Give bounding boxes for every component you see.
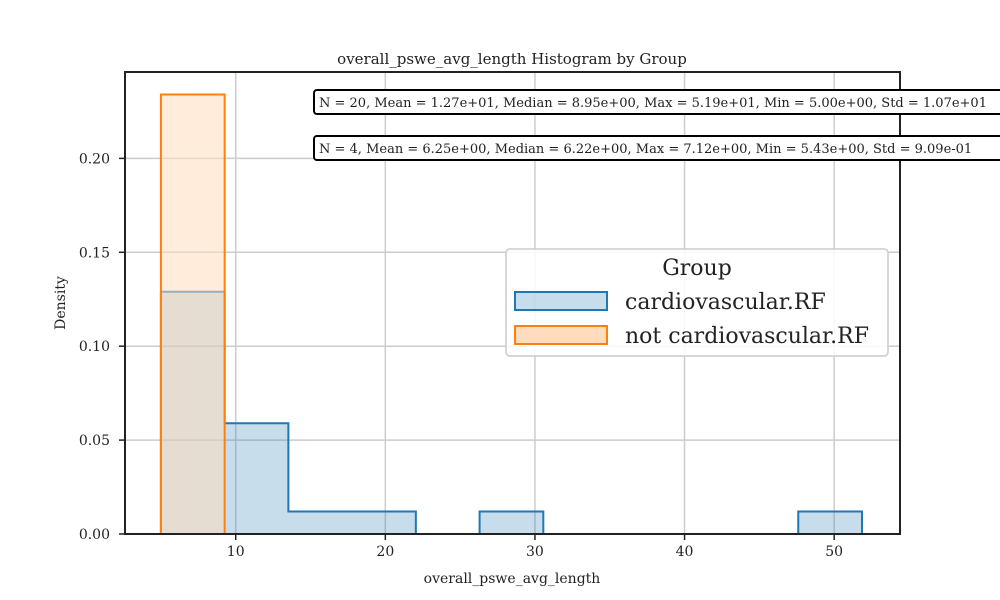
x-tick-label-0: 10 (227, 544, 245, 560)
bar-0-10 (798, 511, 862, 534)
y-tick-label-4: 0.20 (79, 151, 110, 167)
legend-label-not-cardiovascular: not cardiovascular.RF (625, 324, 869, 349)
stats-text-not-cardiovascular: N = 4, Mean = 6.25e+00, Median = 6.22e+0… (319, 142, 972, 157)
legend-swatch-cardiovascular (514, 291, 608, 311)
stats-text-cardiovascular: N = 20, Mean = 1.27e+01, Median = 8.95e+… (319, 96, 987, 111)
series-1 (159, 93, 226, 534)
bar-0-2 (288, 511, 353, 534)
outline-1 (159, 93, 226, 534)
x-tick-label-4: 50 (825, 544, 843, 560)
y-axis-title: Density (53, 276, 69, 330)
stats-box-cardiovascular (313, 89, 1000, 115)
bar-0-3 (352, 511, 416, 534)
stats-box-not-cardiovascular (313, 135, 1000, 161)
stats-annotations: N = 20, Mean = 1.27e+01, Median = 8.95e+… (313, 89, 1000, 161)
plot-frame (124, 71, 901, 535)
legend-swatch-not-cardiovascular (514, 325, 608, 345)
legend-title: Group (662, 256, 732, 281)
y-tick-label-0: 0.00 (79, 527, 110, 543)
legend: Group cardiovascular.RF not cardiovascul… (505, 248, 889, 357)
y-tick-label-3: 0.15 (79, 245, 110, 261)
x-tick-label-2: 30 (526, 544, 544, 560)
legend-label-cardiovascular: cardiovascular.RF (625, 290, 826, 315)
bar-0-5 (479, 511, 544, 534)
chart-title: overall_pswe_avg_length Histogram by Gro… (337, 50, 687, 68)
y-tick-label-2: 0.10 (79, 339, 110, 355)
histogram-bars (159, 93, 863, 535)
bar-1-0 (160, 94, 225, 534)
x-tick-label-1: 20 (376, 544, 394, 560)
x-tick-label-3: 40 (676, 544, 694, 560)
bar-0-1 (224, 423, 289, 534)
y-tick-label-1: 0.05 (79, 433, 110, 449)
axis-ticks: 10 20 30 40 50 0.00 0.05 0.10 0.15 0.20 (79, 151, 843, 560)
x-axis-title: overall_pswe_avg_length (424, 571, 601, 587)
